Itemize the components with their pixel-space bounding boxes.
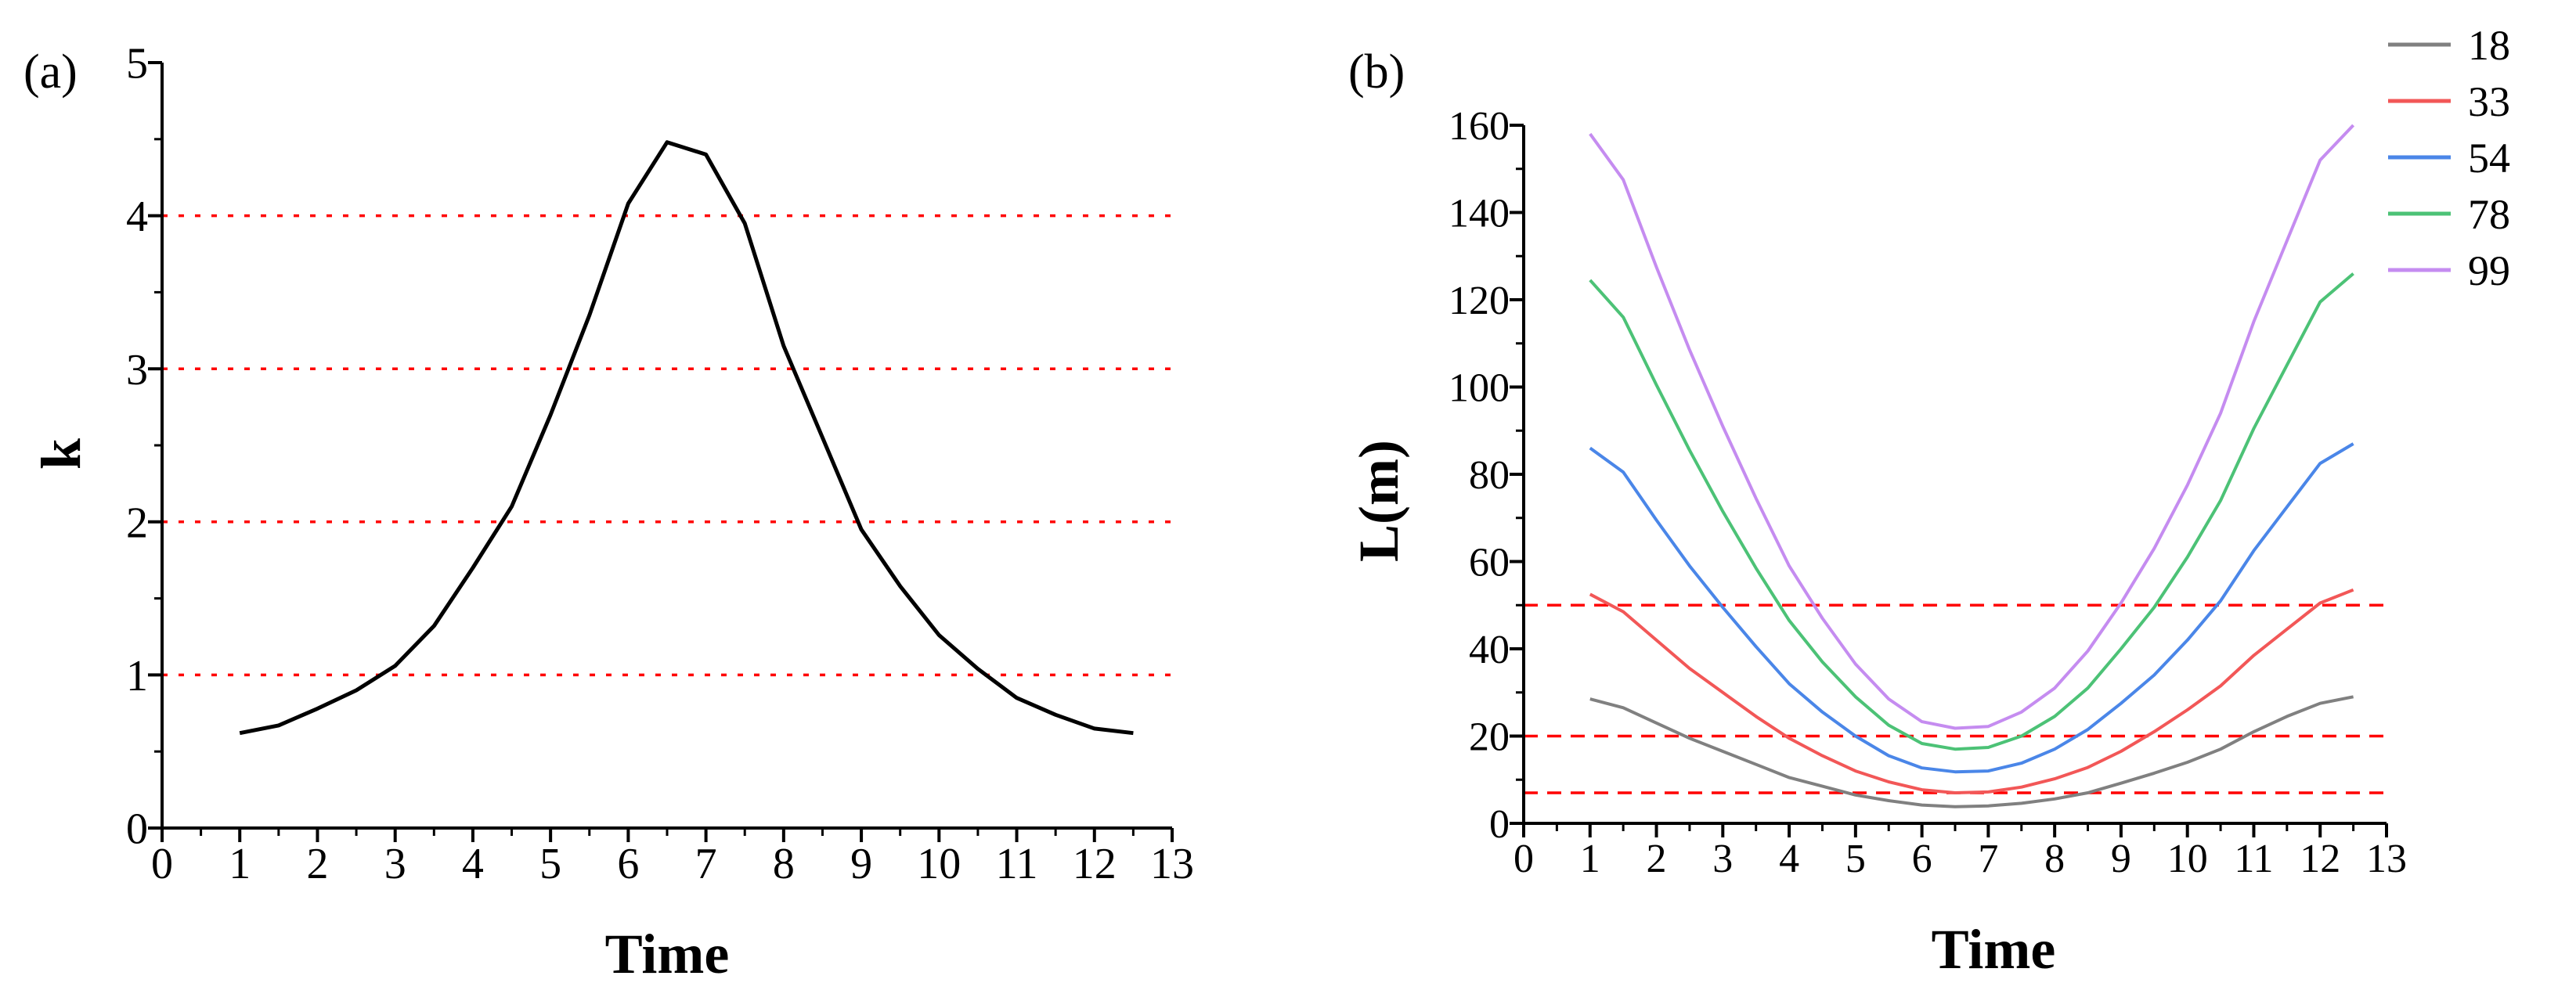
panel-b-x-tick-label: 2 bbox=[1647, 837, 1667, 881]
panel-b-y-tick-label: 60 bbox=[1469, 541, 1510, 585]
panel-a-label: (a) bbox=[23, 45, 78, 99]
panel-b-x-tick-label: 5 bbox=[1845, 837, 1866, 881]
panel-a-reference-lines bbox=[162, 214, 1172, 677]
legend-label-99: 99 bbox=[2468, 247, 2510, 294]
panel-b-series-line-54 bbox=[1589, 442, 2354, 774]
panel-b-legend: 18 33 54 78 99 bbox=[2388, 22, 2510, 294]
legend-label-33: 33 bbox=[2468, 78, 2510, 125]
panel-a-series bbox=[239, 140, 1134, 736]
legend-label-18: 18 bbox=[2468, 22, 2510, 69]
panel-b-y-tick-label: 140 bbox=[1449, 192, 1510, 236]
panel-a-x-tick-label: 5 bbox=[539, 840, 561, 888]
panel-b-series-line-78 bbox=[1589, 272, 2354, 751]
panel-b-series-line-99 bbox=[1589, 124, 2355, 730]
panel-b-y-tick-label: 20 bbox=[1469, 715, 1510, 760]
panel-b-x-tick-label: 8 bbox=[2044, 837, 2065, 881]
panel-b-y-tick-label: 40 bbox=[1469, 628, 1510, 672]
panel-b-x-axis-title: Time bbox=[1932, 918, 2056, 981]
panel-a-y-tick-label: 2 bbox=[126, 499, 148, 547]
panel-a-x-tick-label: 2 bbox=[306, 840, 328, 888]
panel-b-series-line-18 bbox=[1589, 695, 2354, 808]
panel-b-x-tick-label: 7 bbox=[1978, 837, 1998, 881]
panel-a-y-tick-label: 0 bbox=[126, 805, 148, 854]
panel-b-y-tick-label: 160 bbox=[1449, 104, 1510, 149]
panel-b-y-axis-title: L(m) bbox=[1348, 440, 1410, 562]
panel-b-x-tick-label: 6 bbox=[1912, 837, 1932, 881]
panel-a-x-tick-label: 11 bbox=[996, 840, 1038, 888]
panel-b-label: (b) bbox=[1348, 45, 1405, 99]
panel-b-chart: (b) 0 1 2 3 4 5 6 7 8 9 10 11 12 13020406080100120140… bbox=[1348, 22, 2510, 981]
panel-b-x-tick-label: 1 bbox=[1580, 837, 1600, 881]
panel-b-y-tick-label: 80 bbox=[1469, 453, 1510, 498]
panel-a-x-tick-label: 8 bbox=[773, 840, 795, 888]
panel-b-x-tick-label: 11 bbox=[2234, 837, 2273, 881]
panel-a-y-tick-label: 1 bbox=[126, 652, 148, 700]
panel-a-x-tick-label: 13 bbox=[1150, 840, 1194, 888]
panel-a-x-tick-label: 9 bbox=[850, 840, 872, 888]
panel-a-y-axis-title: k bbox=[30, 438, 92, 470]
panel-a-y-tick-label: 3 bbox=[126, 346, 148, 394]
panel-b-x-tick-label: 10 bbox=[2167, 837, 2208, 881]
panel-b-x-tick-label: 0 bbox=[1513, 837, 1534, 881]
panel-a-x-axis-title: Time bbox=[605, 923, 730, 985]
panel-a-series-line-k bbox=[239, 140, 1134, 736]
panel-a-y-tick-label: 5 bbox=[126, 40, 148, 88]
legend-label-78: 78 bbox=[2468, 191, 2510, 238]
panel-a-x-tick-label: 3 bbox=[384, 840, 406, 888]
panel-b-x-tick-label: 4 bbox=[1779, 837, 1799, 881]
panel-b-x-tick-label: 3 bbox=[1712, 837, 1733, 881]
panel-a-x-tick-label: 7 bbox=[695, 840, 717, 888]
panel-a-y-tick-label: 4 bbox=[126, 193, 148, 241]
panel-a-x-tick-label: 1 bbox=[229, 840, 251, 888]
panel-a-x-tick-label: 10 bbox=[917, 840, 961, 888]
panel-b-series bbox=[1589, 124, 2355, 808]
panel-b-y-tick-label: 120 bbox=[1449, 279, 1510, 323]
panel-b-series-line-33 bbox=[1589, 588, 2354, 794]
panel-b-y-tick-label: 0 bbox=[1489, 802, 1510, 847]
panel-a-x-tick-label: 6 bbox=[617, 840, 639, 888]
panel-b-x-tick-label: 13 bbox=[2366, 837, 2407, 881]
panel-a-x-tick-label: 4 bbox=[462, 840, 484, 888]
legend-label-54: 54 bbox=[2468, 135, 2510, 182]
panel-b-y-tick-label: 100 bbox=[1449, 366, 1510, 411]
panel-b-x-tick-label: 12 bbox=[2300, 837, 2340, 881]
panel-a-x-tick-label: 0 bbox=[151, 840, 173, 888]
panel-b-x-tick-label: 9 bbox=[2111, 837, 2131, 881]
panel-a-x-tick-label: 12 bbox=[1073, 840, 1117, 888]
